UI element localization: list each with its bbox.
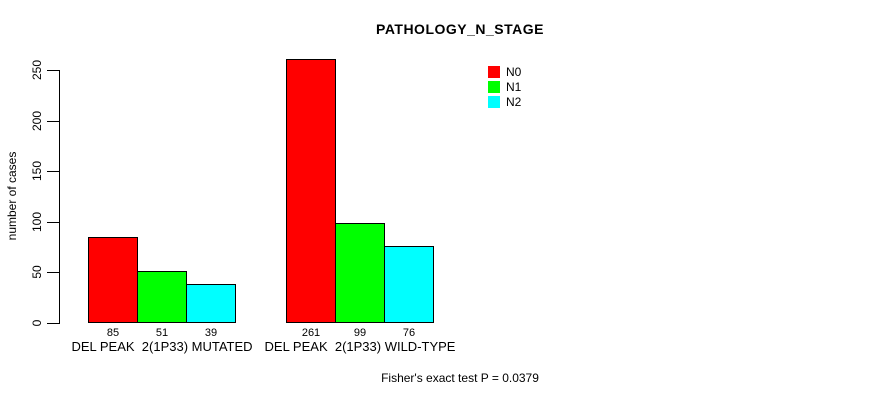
y-axis-tick [47,222,59,223]
y-tick-label: 50 [30,265,44,279]
y-axis-line [59,70,60,324]
bar-n1-group1 [137,271,187,323]
y-tick-label: 150 [30,160,44,182]
bar-n0-group1 [88,237,138,323]
legend-swatch-n0 [488,65,500,78]
bar-value-label: 261 [301,327,321,339]
y-axis-tick [47,121,59,122]
bar-value-label: 51 [155,327,169,339]
y-tick-label: 0 [30,319,44,327]
y-axis-tick [47,70,59,71]
bar-n2-group2 [384,246,434,323]
legend-label-n0: N0 [506,64,522,79]
legend-swatch-n2 [488,95,500,108]
y-axis-tick [47,171,59,172]
y-axis-tick [47,323,59,324]
y-axis-tick [47,272,59,273]
y-axis-title-text: number of cases [5,151,19,241]
y-tick-label: 100 [30,211,44,233]
category-label: DEL PEAK 2(1P33) MUTATED [71,339,253,354]
bar-n1-group2 [335,223,385,323]
y-tick-label: 250 [30,59,44,81]
legend-row-n0: N0 [488,64,521,79]
legend-row-n1: N1 [488,79,521,94]
legend-label-n2: N2 [506,94,522,109]
y-tick-label: 200 [30,110,44,132]
legend-label-n1: N1 [506,79,522,94]
chart-title: PATHOLOGY_N_STAGE [376,21,544,37]
bar-value-label: 76 [402,327,416,339]
legend-row-n2: N2 [488,94,521,109]
legend: N0 N1 N2 [488,64,521,109]
bar-value-label: 99 [353,327,367,339]
bar-value-label: 85 [106,327,120,339]
bar-n2-group1 [186,284,236,323]
stat-annotation: Fisher's exact test P = 0.0379 [381,371,539,385]
category-label: DEL PEAK 2(1P33) WILD-TYPE [264,339,456,354]
legend-swatch-n1 [488,80,500,93]
bar-n0-group2 [286,59,336,323]
bar-value-label: 39 [204,327,218,339]
